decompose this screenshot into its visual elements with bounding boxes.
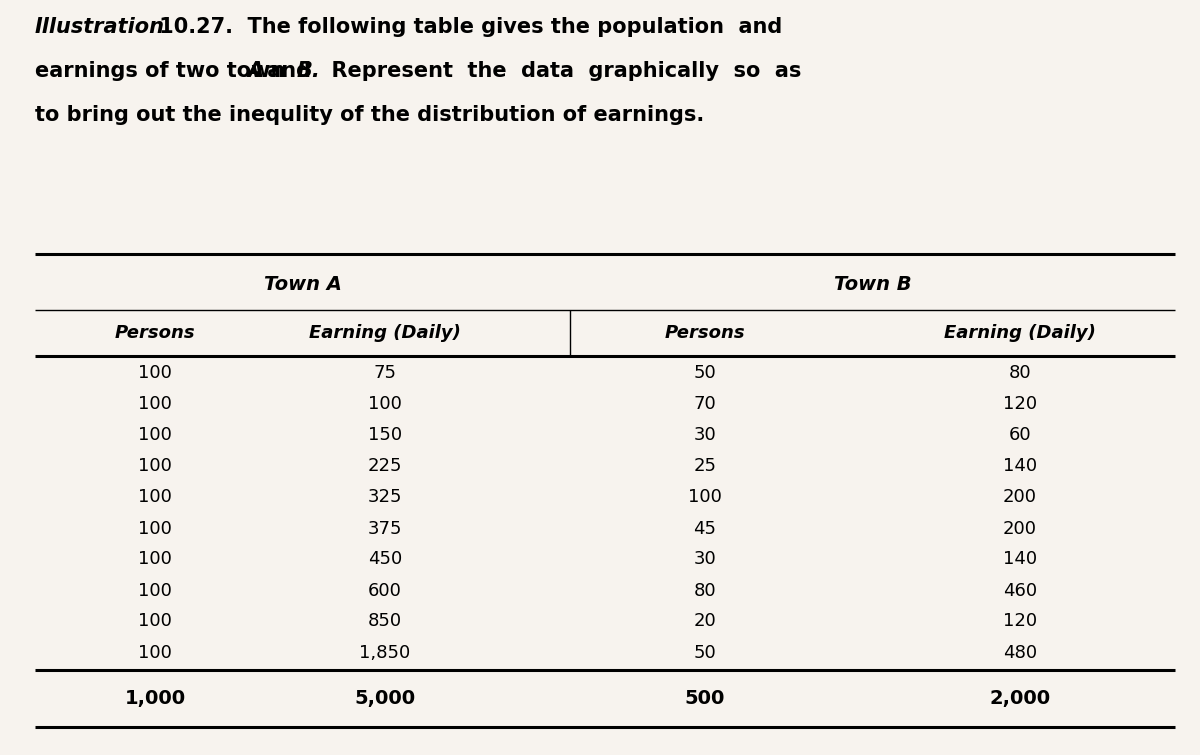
Text: 600: 600	[368, 581, 402, 599]
Text: to bring out the inequlity of the distribution of earnings.: to bring out the inequlity of the distri…	[35, 105, 704, 125]
Text: Town B: Town B	[834, 276, 911, 294]
Text: 450: 450	[368, 550, 402, 569]
Text: 60: 60	[1009, 427, 1031, 445]
Text: 100: 100	[138, 643, 172, 661]
Text: earnings of two town: earnings of two town	[35, 61, 293, 81]
Text: 70: 70	[694, 396, 716, 414]
Text: 100: 100	[138, 427, 172, 445]
Text: 100: 100	[138, 365, 172, 383]
Text: 100: 100	[138, 396, 172, 414]
Text: 200: 200	[1003, 488, 1037, 507]
Text: 80: 80	[1009, 365, 1031, 383]
Text: 100: 100	[138, 458, 172, 476]
Text: 1,000: 1,000	[125, 689, 186, 708]
Text: 480: 480	[1003, 643, 1037, 661]
Text: 200: 200	[1003, 519, 1037, 538]
Text: 225: 225	[367, 458, 402, 476]
Text: 20: 20	[694, 612, 716, 630]
Text: 2,000: 2,000	[990, 689, 1050, 708]
Text: Represent  the  data  graphically  so  as: Represent the data graphically so as	[317, 61, 802, 81]
Text: 10.27.  The following table gives the population  and: 10.27. The following table gives the pop…	[152, 17, 782, 37]
Text: 100: 100	[138, 488, 172, 507]
Text: 100: 100	[138, 519, 172, 538]
Text: Earning (Daily): Earning (Daily)	[310, 324, 461, 342]
Text: 25: 25	[694, 458, 716, 476]
Text: 120: 120	[1003, 396, 1037, 414]
Text: A: A	[247, 61, 263, 81]
Text: Town A: Town A	[264, 276, 342, 294]
Text: 850: 850	[368, 612, 402, 630]
Text: 325: 325	[367, 488, 402, 507]
Text: 30: 30	[694, 427, 716, 445]
Text: Illustration: Illustration	[35, 17, 166, 37]
Text: B.: B.	[298, 61, 320, 81]
Text: 150: 150	[368, 427, 402, 445]
Text: 375: 375	[367, 519, 402, 538]
Text: Persons: Persons	[115, 324, 196, 342]
Text: 50: 50	[694, 643, 716, 661]
Text: 50: 50	[694, 365, 716, 383]
Text: 460: 460	[1003, 581, 1037, 599]
Text: Earning (Daily): Earning (Daily)	[944, 324, 1096, 342]
Text: 120: 120	[1003, 612, 1037, 630]
Text: 100: 100	[138, 581, 172, 599]
Text: 140: 140	[1003, 550, 1037, 569]
Text: 500: 500	[685, 689, 725, 708]
Text: 100: 100	[138, 550, 172, 569]
Text: 100: 100	[368, 396, 402, 414]
Text: Persons: Persons	[665, 324, 745, 342]
Text: 100: 100	[138, 612, 172, 630]
Text: and: and	[260, 61, 318, 81]
Text: 1,850: 1,850	[359, 643, 410, 661]
Text: 100: 100	[688, 488, 722, 507]
Text: 140: 140	[1003, 458, 1037, 476]
Text: 75: 75	[373, 365, 396, 383]
Text: 30: 30	[694, 550, 716, 569]
Text: 45: 45	[694, 519, 716, 538]
Text: 5,000: 5,000	[354, 689, 415, 708]
Text: 80: 80	[694, 581, 716, 599]
